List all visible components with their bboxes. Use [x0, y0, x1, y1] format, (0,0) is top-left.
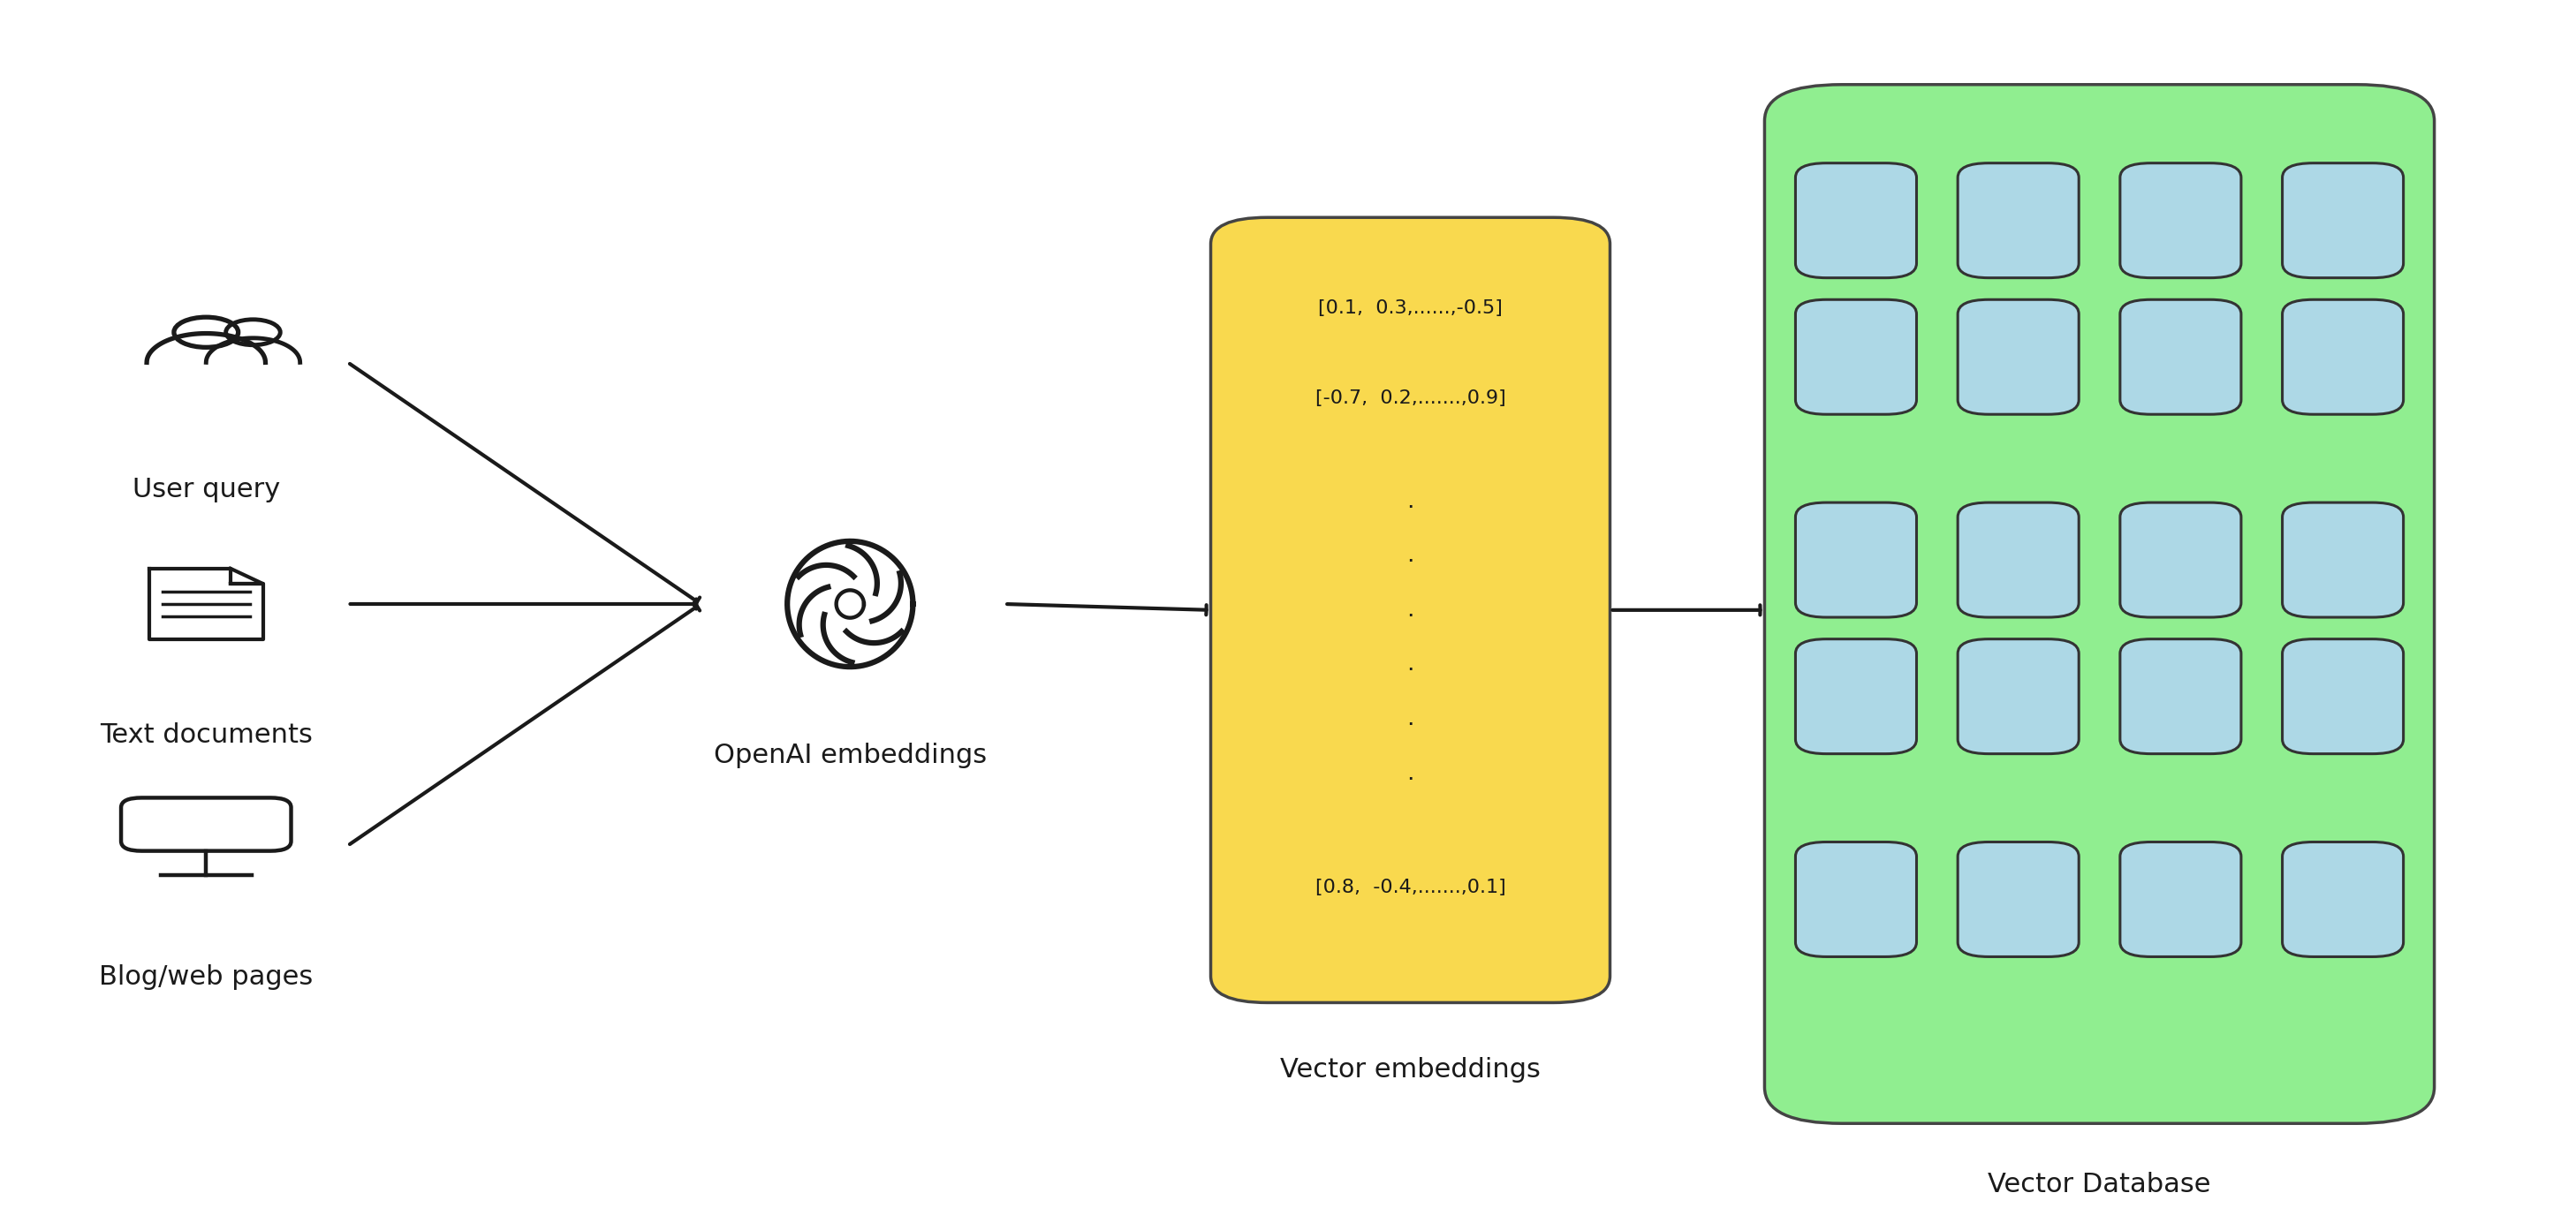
Polygon shape	[149, 569, 263, 639]
Text: [0.8,  -0.4,.......,0.1]: [0.8, -0.4,.......,0.1]	[1316, 879, 1504, 896]
FancyBboxPatch shape	[121, 797, 291, 850]
Text: Text documents: Text documents	[100, 722, 312, 748]
FancyBboxPatch shape	[1958, 163, 2079, 278]
FancyBboxPatch shape	[1958, 639, 2079, 754]
FancyBboxPatch shape	[2120, 639, 2241, 754]
FancyBboxPatch shape	[1958, 842, 2079, 957]
Text: .: .	[1406, 761, 1414, 785]
FancyBboxPatch shape	[2282, 300, 2403, 414]
FancyBboxPatch shape	[1765, 85, 2434, 1123]
FancyBboxPatch shape	[1795, 163, 1917, 278]
Text: OpenAI embeddings: OpenAI embeddings	[714, 743, 987, 768]
Text: [0.1,  0.3,......,-0.5]: [0.1, 0.3,......,-0.5]	[1319, 300, 1502, 316]
FancyBboxPatch shape	[2282, 842, 2403, 957]
Text: .: .	[1406, 544, 1414, 568]
Text: Blog/web pages: Blog/web pages	[98, 964, 314, 989]
Text: .: .	[1406, 598, 1414, 622]
FancyBboxPatch shape	[2120, 300, 2241, 414]
FancyBboxPatch shape	[2120, 503, 2241, 617]
FancyBboxPatch shape	[2120, 163, 2241, 278]
Text: Vector Database: Vector Database	[1989, 1172, 2210, 1197]
FancyBboxPatch shape	[1958, 300, 2079, 414]
Text: User query: User query	[131, 477, 281, 503]
Text: .: .	[1406, 652, 1414, 676]
Text: Vector embeddings: Vector embeddings	[1280, 1057, 1540, 1082]
FancyBboxPatch shape	[1795, 842, 1917, 957]
FancyBboxPatch shape	[2282, 503, 2403, 617]
FancyBboxPatch shape	[1958, 503, 2079, 617]
Text: .: .	[1406, 707, 1414, 731]
FancyBboxPatch shape	[1795, 300, 1917, 414]
Text: .: .	[1406, 489, 1414, 513]
FancyBboxPatch shape	[1795, 503, 1917, 617]
FancyBboxPatch shape	[2282, 163, 2403, 278]
FancyBboxPatch shape	[1211, 217, 1610, 1003]
FancyBboxPatch shape	[2282, 639, 2403, 754]
FancyBboxPatch shape	[1795, 639, 1917, 754]
Text: [-0.7,  0.2,.......,0.9]: [-0.7, 0.2,.......,0.9]	[1316, 390, 1504, 407]
FancyBboxPatch shape	[2120, 842, 2241, 957]
